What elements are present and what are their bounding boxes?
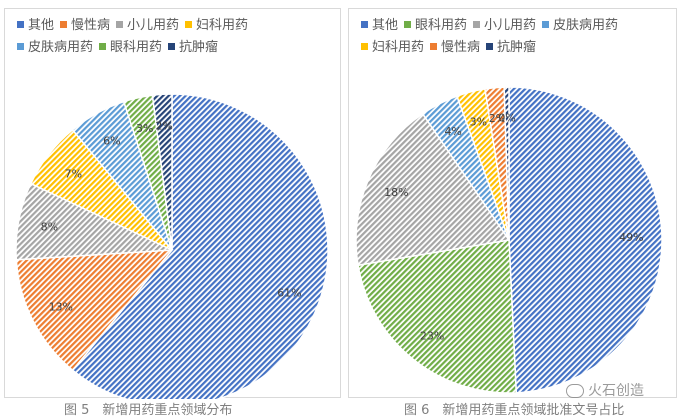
legend-label: 其他 xyxy=(372,18,399,33)
watermark-text: 火石创造 xyxy=(588,383,644,399)
legend-item: 眼科用药 xyxy=(404,15,467,37)
legend-label: 抗肿瘤 xyxy=(497,40,537,55)
legend-label: 眼科用药 xyxy=(110,40,163,55)
pie-slice xyxy=(71,93,329,399)
legend-item: 抗肿瘤 xyxy=(486,37,536,59)
data-label: 3% xyxy=(136,122,153,135)
data-label: 49% xyxy=(619,231,643,244)
chart-caption-left: 图 5 新增用药重点领域分布 xyxy=(64,403,233,418)
legend-item: 其他 xyxy=(361,15,398,37)
data-label: 2% xyxy=(155,119,172,132)
data-label: 4% xyxy=(444,125,461,138)
legend-label: 其他 xyxy=(28,18,55,33)
legend-item: 妇科用药 xyxy=(361,37,424,59)
legend-right: 其他 眼科用药 小儿用药 皮肤病用药妇科用药 慢性病 抗肿瘤 xyxy=(361,15,671,59)
pie-chart-left: 61% 13% 8% 7% 6% 3% 2% xyxy=(15,93,329,399)
legend-swatch xyxy=(60,21,68,28)
legend-item: 其他 xyxy=(17,15,54,37)
legend-swatch xyxy=(361,43,368,50)
pie-slice xyxy=(151,93,173,251)
pie-slice xyxy=(15,249,174,372)
legend-swatch xyxy=(404,21,412,28)
legend-item: 妇科用药 xyxy=(185,15,248,37)
legend-label: 小儿用药 xyxy=(484,18,537,33)
legend-swatch xyxy=(116,21,124,28)
legend-label: 慢性病 xyxy=(71,18,111,33)
legend-swatch xyxy=(17,43,24,50)
data-label: 61% xyxy=(277,286,301,299)
legend-item: 抗肿瘤 xyxy=(168,37,218,59)
legend-swatch xyxy=(185,21,193,28)
legend-swatch xyxy=(17,21,24,28)
legend-item: 小儿用药 xyxy=(116,15,179,37)
data-label: 23% xyxy=(420,329,444,342)
legend-label: 皮肤病用药 xyxy=(553,18,619,33)
legend-label: 抗肿瘤 xyxy=(179,40,219,55)
legend-label: 慢性病 xyxy=(441,40,481,55)
legend-swatch xyxy=(486,43,494,50)
chart-caption-right: 图 6 新增用药重点领域批准文号占比 xyxy=(404,403,625,418)
data-label: 6% xyxy=(103,135,120,148)
pie-slice xyxy=(357,239,518,394)
legend-item: 皮肤病用药 xyxy=(17,37,93,59)
legend-left: 其他 慢性病 小儿用药 妇科用药皮肤病用药 眼科用药 抗肿瘤 xyxy=(17,15,327,59)
chart-panel-left: 其他 慢性病 小儿用药 妇科用药皮肤病用药 眼科用药 抗肿瘤 61% 13% 8% 7% 6% 3%… xyxy=(4,8,341,399)
chart-panel-right: 其他 眼科用药 小儿用药 皮肤病用药妇科用药 慢性病 抗肿瘤 49% 23% 18% 4% 3% 2… xyxy=(348,8,677,398)
data-label: 3% xyxy=(470,115,487,128)
legend-swatch xyxy=(168,43,176,50)
legend-swatch xyxy=(473,21,481,28)
data-label: 0% xyxy=(498,112,515,125)
data-label: 2% xyxy=(489,112,506,125)
watermark: 火石创造 xyxy=(566,380,644,400)
legend-label: 眼科用药 xyxy=(415,18,468,33)
pie-slice xyxy=(503,86,510,241)
pie-slice xyxy=(508,86,663,394)
data-label: 7% xyxy=(65,168,82,181)
legend-item: 皮肤病用药 xyxy=(542,15,618,37)
legend-item: 小儿用药 xyxy=(473,15,536,37)
data-label: 18% xyxy=(384,186,408,199)
data-label: 13% xyxy=(49,301,73,314)
legend-label: 皮肤病用药 xyxy=(28,40,94,55)
legend-swatch xyxy=(542,21,550,28)
data-label: 8% xyxy=(41,221,58,234)
legend-item: 慢性病 xyxy=(60,15,110,37)
pie-slice xyxy=(355,112,511,267)
pie-chart-right: 49% 23% 18% 4% 3% 2%0% xyxy=(355,86,663,394)
legend-item: 眼科用药 xyxy=(99,37,162,59)
legend-item: 慢性病 xyxy=(430,37,480,59)
legend-label: 妇科用药 xyxy=(196,18,249,33)
legend-label: 小儿用药 xyxy=(127,18,180,33)
legend-swatch xyxy=(361,21,368,28)
legend-label: 妇科用药 xyxy=(372,40,425,55)
wechat-icon xyxy=(566,384,584,398)
legend-swatch xyxy=(430,43,438,50)
legend-swatch xyxy=(99,43,107,50)
